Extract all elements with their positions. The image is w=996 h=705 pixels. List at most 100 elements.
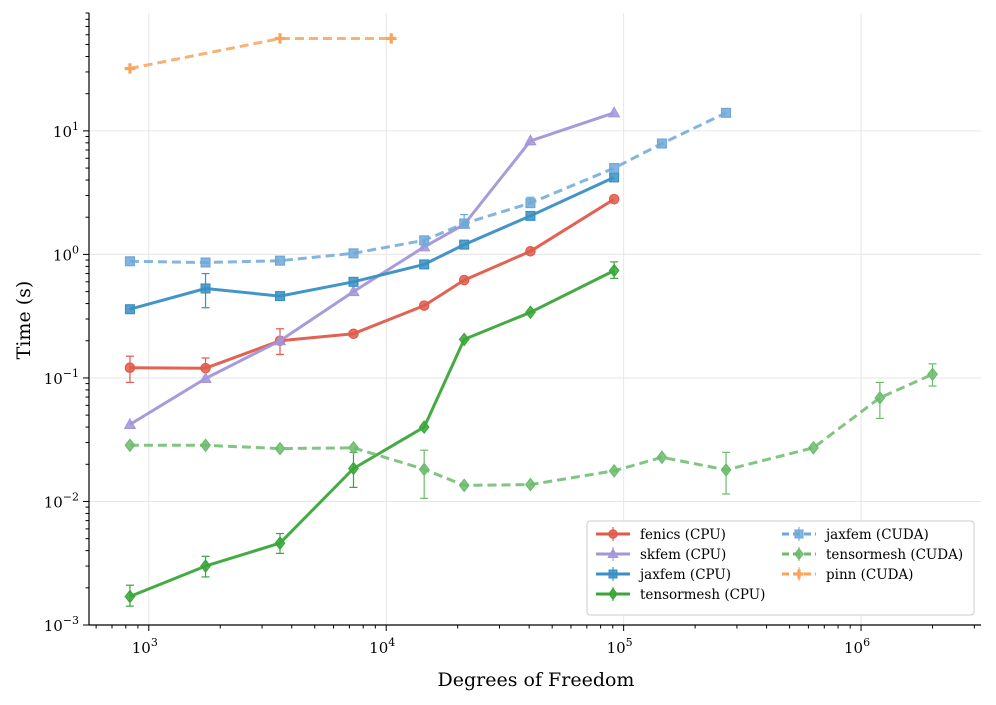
legend-label: tensormesh (CPU) bbox=[640, 587, 765, 603]
series-fenics-cpu bbox=[124, 193, 620, 384]
data-point bbox=[418, 462, 430, 477]
y-tick-label: 10−1 bbox=[44, 367, 79, 388]
series-layer bbox=[123, 33, 938, 607]
series-jaxfem-cuda bbox=[124, 107, 732, 268]
legend-label: fenics (CPU) bbox=[640, 527, 726, 543]
series-line bbox=[129, 269, 615, 598]
data-point bbox=[386, 33, 397, 44]
data-point bbox=[459, 218, 470, 229]
series-skfem-cpu bbox=[123, 106, 621, 429]
data-point bbox=[524, 134, 537, 146]
legend-label: skfem (CPU) bbox=[640, 547, 726, 563]
data-point bbox=[124, 362, 136, 373]
data-point bbox=[656, 450, 668, 465]
y-axis-label: Time (s) bbox=[13, 281, 35, 360]
data-point bbox=[608, 193, 620, 205]
y-tick-label: 101 bbox=[53, 120, 79, 141]
data-point bbox=[274, 255, 286, 266]
data-point bbox=[458, 332, 470, 347]
data-point bbox=[608, 263, 620, 278]
series-tensormesh-cpu bbox=[124, 261, 620, 607]
data-point bbox=[124, 438, 136, 453]
data-point bbox=[609, 172, 620, 183]
data-point bbox=[608, 463, 620, 478]
x-tick-label: 106 bbox=[844, 636, 870, 657]
series-line bbox=[129, 111, 727, 264]
legend-label: jaxfem (CPU) bbox=[638, 567, 731, 583]
data-point bbox=[419, 259, 430, 270]
data-point bbox=[607, 106, 621, 118]
data-point bbox=[721, 107, 732, 118]
data-point bbox=[458, 274, 470, 286]
legend-marker bbox=[608, 587, 618, 601]
data-point bbox=[348, 440, 359, 455]
x-tick-label: 105 bbox=[607, 636, 633, 657]
data-point bbox=[124, 589, 136, 604]
data-point bbox=[200, 283, 211, 294]
legend-label: pinn (CUDA) bbox=[826, 567, 913, 583]
data-point bbox=[927, 367, 938, 382]
legend: fenics (CPU) skfem (CPU) jaxfem (CPU) tenso… bbox=[586, 520, 975, 616]
legend-item: skfem (CPU) bbox=[596, 547, 726, 563]
data-point bbox=[524, 477, 536, 492]
data-point bbox=[200, 362, 211, 374]
data-point bbox=[124, 304, 135, 315]
legend-label: tensormesh (CUDA) bbox=[826, 547, 963, 563]
legend-marker bbox=[794, 569, 804, 579]
series-line bbox=[129, 37, 392, 70]
data-point bbox=[274, 291, 286, 302]
data-point bbox=[418, 300, 430, 311]
series-pinn-cuda bbox=[124, 33, 397, 74]
data-point bbox=[874, 390, 886, 405]
y-tick-label: 10−2 bbox=[44, 490, 79, 511]
data-point bbox=[200, 438, 211, 453]
data-point bbox=[348, 328, 359, 340]
data-point bbox=[418, 420, 430, 435]
series-jaxfem-cpu bbox=[124, 172, 620, 315]
series-line bbox=[129, 111, 615, 426]
data-point bbox=[274, 33, 286, 44]
data-point bbox=[419, 235, 430, 246]
data-point bbox=[123, 417, 137, 429]
data-point bbox=[347, 284, 360, 297]
data-point bbox=[348, 248, 359, 259]
data-point bbox=[458, 478, 470, 493]
data-point bbox=[348, 461, 359, 476]
x-axis-label: Degrees of Freedom bbox=[438, 669, 635, 691]
data-point bbox=[200, 257, 211, 268]
data-point bbox=[274, 536, 286, 551]
series-line bbox=[129, 372, 934, 487]
data-point bbox=[199, 371, 212, 383]
legend-marker bbox=[794, 547, 804, 561]
legend-label: jaxfem (CUDA) bbox=[824, 527, 929, 543]
y-tick-label: 10−3 bbox=[44, 614, 79, 635]
data-point bbox=[525, 210, 536, 221]
axes-layer: 103 104 105 106 10−3 10−2 10−1 100 101 bbox=[44, 12, 981, 657]
data-point bbox=[720, 462, 732, 477]
data-point bbox=[124, 63, 136, 74]
legend-item: tensormesh (CUDA) bbox=[782, 547, 963, 563]
series-tensormesh-cuda bbox=[124, 363, 938, 499]
legend-frame bbox=[586, 520, 975, 616]
data-point bbox=[200, 559, 211, 574]
legend-marker bbox=[794, 529, 804, 539]
y-tick-label: 100 bbox=[53, 243, 79, 264]
legend-item: jaxfem (CPU) bbox=[596, 567, 731, 583]
data-point bbox=[459, 239, 470, 250]
x-tick-label: 104 bbox=[369, 636, 395, 657]
data-point bbox=[524, 305, 536, 320]
legend-item: jaxfem (CUDA) bbox=[782, 527, 929, 543]
data-point bbox=[656, 138, 667, 149]
data-point bbox=[525, 246, 536, 257]
data-point bbox=[274, 441, 286, 456]
data-point bbox=[273, 334, 287, 346]
legend-marker bbox=[608, 529, 618, 539]
legend-item: pinn (CUDA) bbox=[782, 567, 913, 583]
legend-item: fenics (CPU) bbox=[596, 527, 726, 543]
legend-item: tensormesh (CPU) bbox=[596, 587, 765, 603]
x-tick-label: 103 bbox=[132, 636, 158, 657]
series-line bbox=[129, 197, 615, 370]
data-point bbox=[348, 276, 359, 287]
series-line bbox=[129, 176, 615, 311]
